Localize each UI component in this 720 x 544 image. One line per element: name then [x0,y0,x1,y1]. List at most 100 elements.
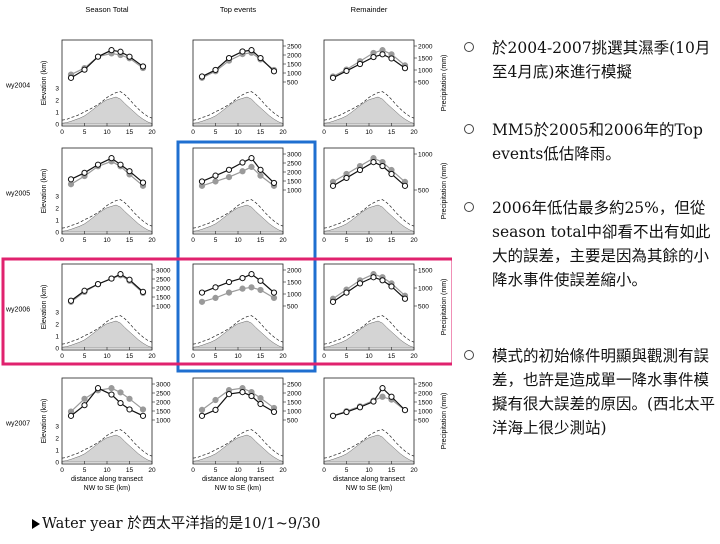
data-point [139,288,147,295]
x-tick-label: 10 [234,353,242,360]
terrain-area [192,320,284,349]
precip-tick-label: 500 [287,80,298,87]
data-point [401,407,409,414]
data-point [370,274,377,281]
data-point [379,385,386,392]
x-tick-label: 20 [148,237,156,244]
x-tick-label: 15 [126,353,134,360]
data-point [270,68,278,75]
precip-tick-label: 1500 [156,409,171,416]
data-point [388,283,395,290]
data-point [248,392,255,400]
x-tick-label: 15 [388,129,396,136]
data-point [67,176,75,183]
precip-tick-label: 3000 [156,382,171,389]
data-point [139,406,147,413]
data-point [248,163,255,170]
x-tick-label: 10 [234,237,242,244]
precip-tick-label: 2000 [287,268,302,275]
elevation-tick-label: 3 [55,424,59,431]
data-point [343,67,350,75]
precip-tick-label: 2500 [287,44,302,51]
precip-tick-label: 1000 [287,188,302,195]
precip-tick-label: 1000 [418,152,433,159]
max-elevation-dashed-line [323,315,415,345]
x-tick-label: 20 [279,129,287,136]
elevation-axis-label: Elevation (km) [41,169,48,214]
data-point [388,55,395,62]
precip-tick-label: 1500 [287,280,302,287]
data-point [239,48,246,55]
x-tick-label: 5 [83,353,87,360]
precip-tick-label: 2500 [418,382,433,389]
data-point [270,408,278,415]
elevation-tick-label: 3 [55,310,59,317]
data-point [126,406,133,413]
data-point [198,73,206,80]
max-elevation-dashed-line [61,91,153,121]
data-point [198,298,206,305]
data-point [126,395,133,402]
precipitation-axis-label: Precipitation (mm) [441,393,448,450]
data-point [225,278,233,286]
precip-tick-label: 3000 [287,152,302,159]
x-tick-label: 20 [410,129,418,136]
data-point [248,47,255,54]
column-title: Top events [220,5,257,14]
precip-tick-label: 1000 [156,304,171,311]
data-point [139,179,147,186]
data-point [94,161,102,168]
terrain-area [61,434,153,463]
elevation-tick-label: 3 [55,86,59,93]
elevation-tick-label: 1 [55,218,59,225]
x-tick-label: 10 [365,353,373,360]
data-point [379,277,386,284]
precip-tick-label: 500 [418,188,429,195]
precip-tick-label: 500 [287,418,298,425]
x-tick-label: 20 [279,467,287,474]
elevation-axis-label: Elevation (km) [41,399,48,444]
elevation-tick-label: 3 [55,194,59,201]
x-tick-label: 5 [345,237,349,244]
precip-tick-label: 1000 [287,292,302,299]
data-point [117,161,124,168]
x-tick-label: 0 [191,129,195,136]
triangle-arrow-icon [32,519,40,529]
data-point [401,65,409,72]
data-point [257,400,264,408]
data-point [356,166,364,174]
data-point [379,51,386,58]
x-tick-label: 10 [234,129,242,136]
data-point [117,271,124,278]
x-tick-label: 0 [60,237,64,244]
data-point [329,182,337,189]
x-tick-label: 5 [214,129,218,136]
circle-bullet-icon [464,42,474,52]
precip-tick-label: 1000 [287,71,302,78]
precip-tick-label: 2000 [287,391,302,398]
elevation-tick-label: 2 [55,436,59,443]
data-point [81,66,88,73]
max-elevation-dashed-line [192,91,284,121]
precip-tick-label: 2000 [418,391,433,398]
precip-tick-label: 1500 [287,179,302,186]
x-tick-label: 0 [191,353,195,360]
max-elevation-dashed-line [61,429,153,459]
column-title: Season Total [85,5,129,14]
x-tick-label: 10 [365,129,373,136]
data-point [343,289,350,296]
x-tick-label: 5 [214,467,218,474]
data-point [198,289,206,296]
elevation-tick-label: 0 [55,346,59,353]
x-axis-sublabel: NW to SE (km) [215,485,262,492]
row-label: wy2004 [5,82,30,89]
precip-tick-label: 1000 [287,409,302,416]
elevation-tick-label: 1 [55,110,59,117]
elevation-axis-label: Elevation (km) [41,285,48,330]
data-point [198,412,206,419]
data-point [239,389,246,396]
data-point [126,168,133,175]
x-axis-sublabel: NW to SE (km) [346,485,393,492]
precip-tick-label: 1500 [418,268,433,275]
data-point [225,289,233,296]
